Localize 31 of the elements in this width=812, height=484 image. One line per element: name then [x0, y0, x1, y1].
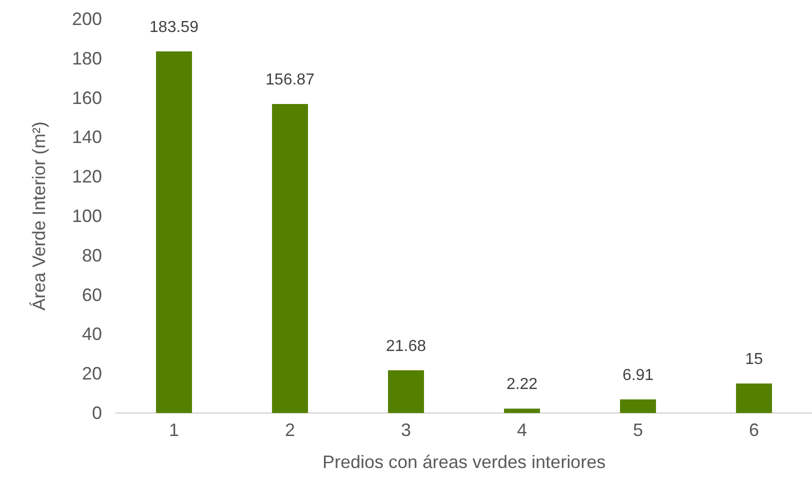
y-axis-title: Área Verde Interior (m²)	[29, 121, 49, 311]
bar	[156, 51, 192, 413]
x-tick-label: 6	[748, 420, 760, 440]
y-tick-label: 0	[92, 403, 102, 423]
data-label: 2.22	[506, 376, 538, 394]
bar	[736, 383, 772, 413]
data-label: 156.87	[266, 71, 315, 88]
bar	[272, 104, 308, 413]
y-tick-label: 60	[82, 284, 102, 305]
bar	[620, 399, 656, 413]
data-label: 6.91	[622, 366, 654, 384]
data-label: 183.59	[150, 18, 199, 36]
x-tick-label: 4	[516, 420, 528, 440]
data-label: 21.68	[386, 338, 426, 355]
y-tick-label: 120	[72, 166, 102, 187]
x-tick-label: 3	[400, 420, 412, 440]
bar	[388, 370, 424, 413]
data-label: 15	[745, 350, 763, 368]
y-tick-label: 40	[82, 324, 102, 344]
y-tick-label: 200	[72, 9, 102, 29]
x-tick-label: 2	[284, 420, 296, 440]
y-tick-label: 140	[72, 127, 102, 148]
x-tick-label: 1	[168, 420, 180, 440]
y-tick-label: 160	[72, 88, 102, 108]
y-tick-label: 180	[72, 48, 102, 68]
y-tick-label: 80	[82, 245, 102, 266]
y-tick-label: 20	[82, 364, 102, 384]
bar	[504, 408, 540, 413]
x-tick-label: 5	[632, 420, 644, 440]
x-axis-title: Predios con áreas verdes interiores	[322, 452, 606, 472]
y-tick-label: 100	[72, 206, 102, 226]
